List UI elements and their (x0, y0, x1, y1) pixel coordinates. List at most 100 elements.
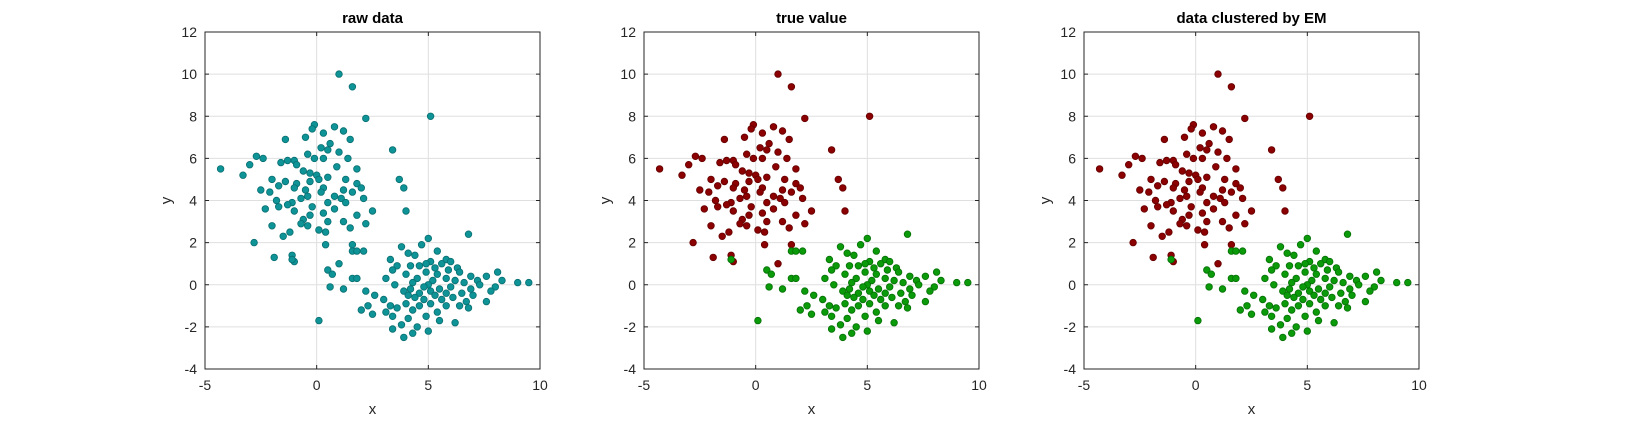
data-point (825, 302, 834, 310)
data-point (874, 316, 883, 325)
data-point (763, 198, 771, 207)
data-point (930, 283, 938, 291)
data-point (413, 274, 421, 283)
data-point (357, 184, 365, 192)
data-point (335, 70, 343, 78)
data-point (292, 160, 301, 169)
data-point (426, 112, 435, 120)
data-point (1296, 240, 1305, 249)
data-point (899, 278, 907, 287)
data-point (754, 316, 762, 325)
data-point (319, 209, 328, 217)
data-point (861, 312, 869, 320)
y-tick-label: -2 (185, 319, 198, 335)
data-point (678, 171, 686, 179)
x-tick-label: 10 (1411, 377, 1427, 393)
data-point (283, 156, 292, 165)
data-point (420, 295, 428, 304)
data-point (827, 266, 836, 274)
data-point (422, 268, 430, 276)
data-point (792, 247, 800, 255)
data-point (863, 234, 871, 243)
x-tick-label: 0 (1192, 377, 1200, 393)
data-point (787, 188, 796, 196)
data-point (740, 186, 749, 194)
data-point (1194, 316, 1202, 325)
data-point (1316, 295, 1325, 304)
data-point (705, 188, 713, 196)
data-point (1182, 150, 1191, 158)
data-point (1285, 285, 1294, 293)
y-tick-label: 12 (620, 24, 636, 40)
data-point (388, 266, 397, 274)
data-point (807, 207, 816, 215)
data-point (335, 260, 343, 268)
data-point (1281, 207, 1289, 215)
data-point (382, 308, 390, 316)
data-point (845, 285, 854, 293)
data-point (700, 205, 708, 213)
data-point (277, 158, 285, 167)
data-point (874, 285, 883, 293)
y-tick-label: 0 (628, 277, 636, 293)
data-point (330, 192, 339, 200)
data-point (382, 274, 390, 283)
data-point (339, 127, 348, 135)
data-point (754, 175, 762, 184)
data-point (1198, 209, 1207, 217)
data-point (852, 274, 860, 283)
data-point (848, 306, 856, 314)
data-point (395, 175, 403, 184)
data-point (1267, 325, 1276, 333)
y-tick-label: -4 (624, 361, 637, 377)
data-point (1182, 222, 1191, 230)
data-point (1227, 83, 1236, 91)
data-point (433, 308, 441, 316)
data-point (738, 167, 746, 175)
data-point (749, 154, 758, 163)
data-point (1169, 184, 1177, 192)
data-point (1370, 283, 1378, 291)
data-point (1118, 171, 1126, 179)
data-point (386, 255, 395, 264)
data-point (1346, 285, 1354, 293)
data-point (380, 295, 388, 304)
data-point (848, 278, 856, 287)
data-point (868, 276, 876, 285)
data-point (1243, 302, 1251, 310)
x-tick-label: 10 (532, 377, 548, 393)
data-point (362, 114, 370, 123)
data-point (1290, 251, 1298, 259)
data-point (743, 222, 751, 230)
data-point (854, 262, 863, 270)
data-point (467, 285, 475, 293)
data-point (1138, 154, 1146, 163)
data-point (696, 186, 704, 194)
data-point (731, 160, 740, 169)
data-point (792, 165, 800, 173)
data-point (886, 257, 894, 266)
data-point (346, 224, 354, 232)
data-point (304, 192, 312, 200)
data-point (881, 274, 889, 283)
data-point (1196, 144, 1204, 152)
data-point (1189, 154, 1198, 163)
data-point (865, 287, 874, 295)
data-point (431, 264, 439, 272)
data-point (1334, 302, 1343, 310)
data-point (1225, 135, 1233, 144)
data-point (722, 156, 731, 165)
data-point (339, 217, 348, 226)
data-point (339, 186, 348, 194)
data-point (843, 249, 851, 257)
data-point (442, 289, 450, 297)
data-point (297, 194, 305, 203)
data-point (409, 278, 417, 287)
data-point (1323, 266, 1332, 274)
data-point (1200, 240, 1209, 249)
data-point (348, 240, 357, 249)
data-point (1180, 186, 1189, 194)
data-point (245, 160, 254, 169)
data-point (324, 217, 332, 226)
data-point (1294, 262, 1303, 270)
